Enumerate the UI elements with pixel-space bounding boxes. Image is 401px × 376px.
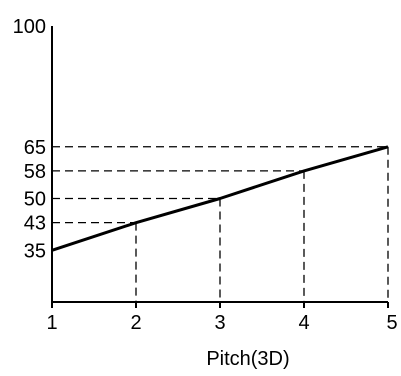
guide-lines <box>52 146 389 302</box>
axes <box>51 26 388 303</box>
y-tick-label: 65 <box>24 137 46 159</box>
y-tick-label: 100 <box>13 16 46 38</box>
x-tick-label: 3 <box>214 312 225 334</box>
series-layer <box>51 145 389 252</box>
y-tick-label: 50 <box>24 189 46 211</box>
x-axis-title: Pitch(3D) <box>206 348 289 370</box>
x-tick-label: 5 <box>386 312 397 334</box>
y-tick-label: 58 <box>24 161 46 183</box>
x-tick-label: 2 <box>130 312 141 334</box>
tick-marks <box>51 302 389 308</box>
y-tick-label: 35 <box>24 240 46 262</box>
x-tick-label: 1 <box>46 312 57 334</box>
y-tick-label: 43 <box>24 213 46 235</box>
x-tick-label: 4 <box>298 312 309 334</box>
